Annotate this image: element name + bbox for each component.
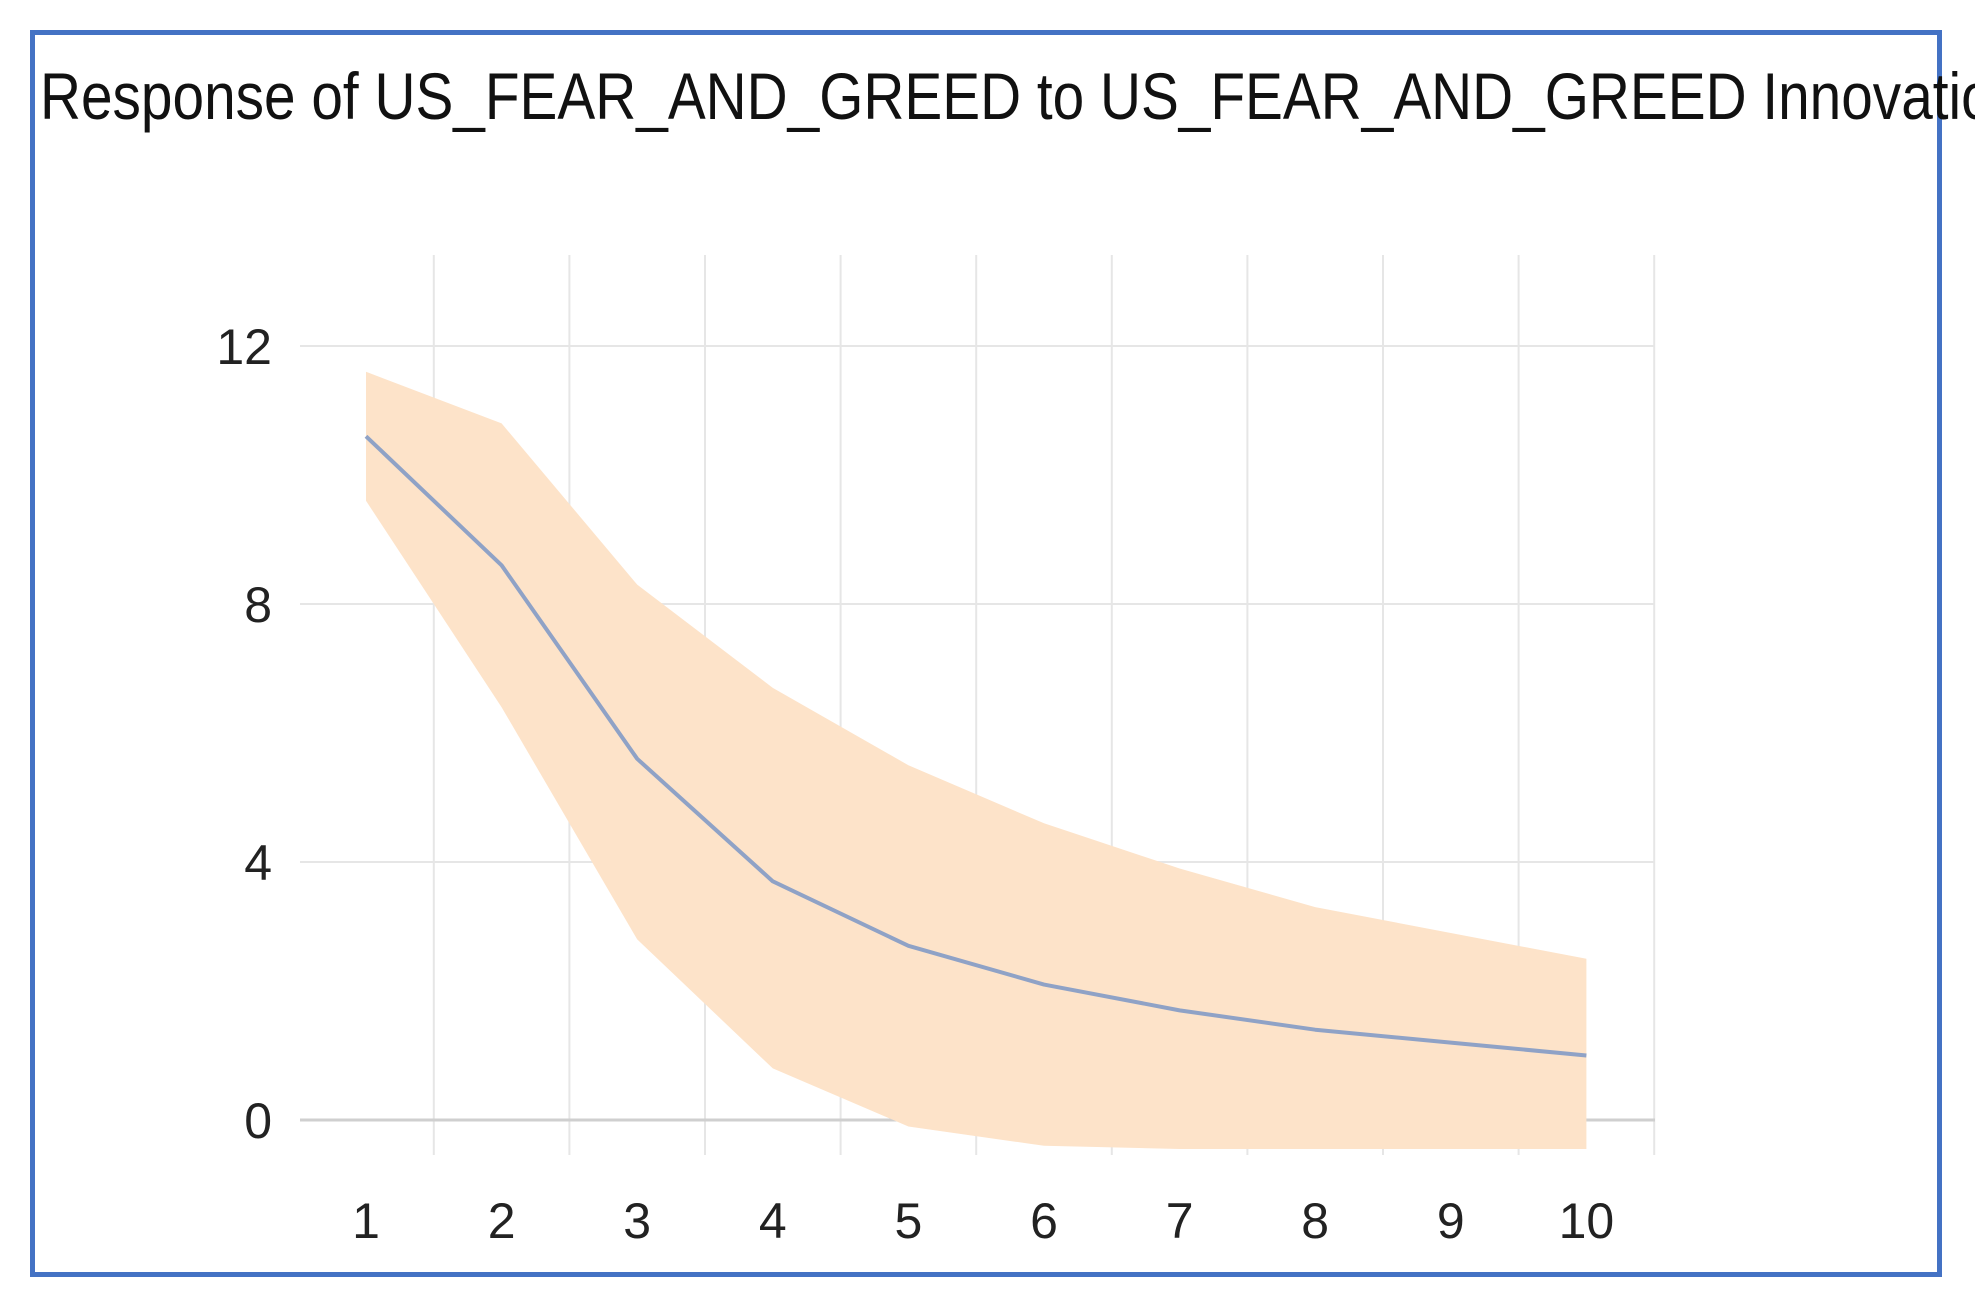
x-tick-label: 6 <box>1030 1193 1058 1249</box>
x-tick-label: 3 <box>623 1193 651 1249</box>
confidence-band <box>366 371 1587 1150</box>
x-tick-label: 5 <box>894 1193 922 1249</box>
x-tick-label: 2 <box>488 1193 516 1249</box>
x-tick-label: 9 <box>1437 1193 1465 1249</box>
x-tick-label: 1 <box>352 1193 380 1249</box>
y-tick-label: 12 <box>216 319 272 375</box>
x-tick-label: 7 <box>1166 1193 1194 1249</box>
chart-title: Response of US_FEAR_AND_GREED to US_FEAR… <box>40 59 1975 133</box>
y-tick-label: 0 <box>244 1093 272 1149</box>
response-series-line <box>364 434 1587 1058</box>
y-tick-label: 4 <box>244 835 272 891</box>
y-axis-ticks: 0 4 8 12 <box>216 319 272 1149</box>
y-tick-label: 8 <box>244 577 272 633</box>
x-tick-label: 4 <box>759 1193 787 1249</box>
x-tick-label: 10 <box>1559 1193 1615 1249</box>
x-tick-label: 8 <box>1301 1193 1329 1249</box>
confidence-band-area <box>366 371 1587 1150</box>
response-line <box>364 434 1587 1058</box>
x-axis-ticks: 1 2 3 4 5 6 7 8 9 10 <box>352 1193 1614 1249</box>
